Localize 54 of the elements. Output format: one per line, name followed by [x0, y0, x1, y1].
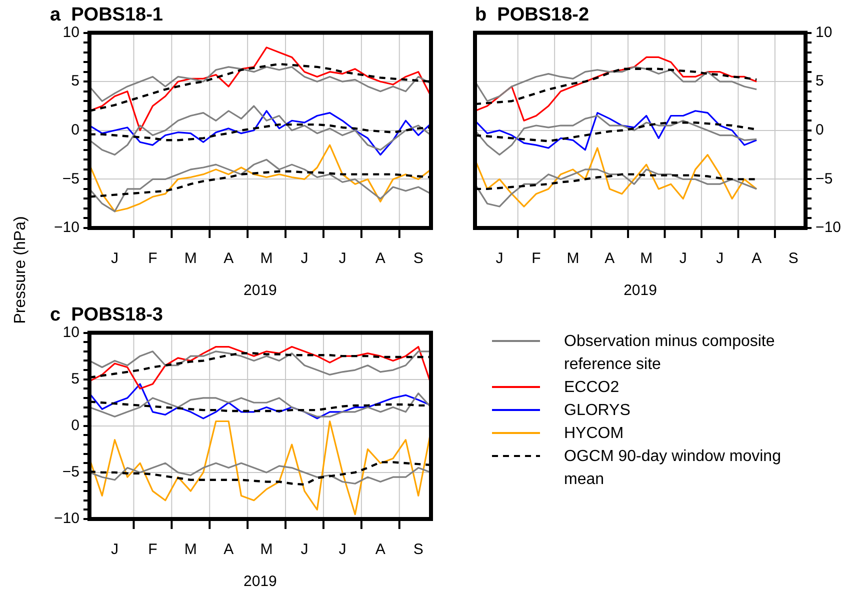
- x-tick-label: A: [375, 541, 386, 558]
- x-tick-label: J: [300, 250, 308, 268]
- x-tick-label: A: [604, 250, 615, 268]
- x-tick-label: M: [260, 250, 273, 268]
- x-tick-label: J: [496, 250, 504, 268]
- chart-title: c POBS18-3: [50, 304, 163, 326]
- x-tick-label: A: [224, 250, 234, 268]
- chart-title: a POBS18-1: [50, 4, 164, 26]
- x-tick-label: A: [752, 250, 762, 268]
- x-tick-label: S: [788, 250, 798, 268]
- y-tick-label: 0: [71, 417, 80, 434]
- y2-tick-label: 0: [816, 122, 824, 139]
- x-tick-label: J: [338, 250, 346, 268]
- x-tick-label: J: [110, 541, 118, 558]
- x-tick-label: J: [679, 250, 687, 268]
- y-tick-label: 5: [71, 72, 80, 90]
- x-tick-label: J: [338, 541, 346, 558]
- x-tick-label: A: [375, 250, 386, 268]
- legend-label: GLORYS: [564, 401, 632, 421]
- y2-tick-label: 5: [816, 72, 824, 90]
- chart-title: b POBS18-2: [475, 4, 590, 26]
- y-tick-label: −10: [54, 219, 80, 236]
- legend-label: Observation minus composite reference site: [564, 332, 776, 375]
- y2-tick-label: −5: [816, 170, 833, 188]
- x-tick-label: M: [184, 250, 197, 268]
- x-tick-label: F: [148, 250, 158, 268]
- x-tick-label: S: [413, 541, 424, 558]
- y-tick-label: −5: [62, 170, 80, 188]
- x-axis-title: 2019: [624, 282, 657, 300]
- x-tick-label: M: [184, 541, 197, 558]
- x-tick-label: A: [224, 541, 234, 558]
- x-tick-label: M: [260, 541, 273, 558]
- x-tick-label: M: [640, 250, 653, 268]
- x-tick-label: J: [110, 250, 118, 268]
- x-tick-label: J: [716, 250, 724, 268]
- x-axis-title: 2019: [244, 282, 277, 300]
- y2-tick-label: 10: [816, 24, 832, 41]
- x-axis-title: 2019: [244, 573, 277, 590]
- legend-label: OGCM 90-day window moving mean: [564, 447, 782, 490]
- y-tick-label: 5: [71, 370, 80, 388]
- x-tick-label: M: [566, 250, 580, 268]
- y-tick-label: 10: [62, 24, 80, 41]
- x-tick-label: F: [148, 541, 158, 558]
- x-tick-label: S: [413, 250, 424, 268]
- y-tick-label: −5: [62, 464, 80, 481]
- y-tick-label: 0: [71, 122, 80, 139]
- y-axis-title: Pressure (hPa): [12, 215, 30, 326]
- legend-label: ECCO2: [564, 378, 620, 398]
- y-tick-label: −10: [54, 510, 80, 528]
- y-tick-label: 10: [62, 324, 80, 341]
- x-tick-label: J: [300, 541, 308, 558]
- y2-tick-label: −10: [816, 219, 842, 236]
- x-tick-label: F: [532, 250, 541, 268]
- legend-label: HYCOM: [564, 424, 625, 444]
